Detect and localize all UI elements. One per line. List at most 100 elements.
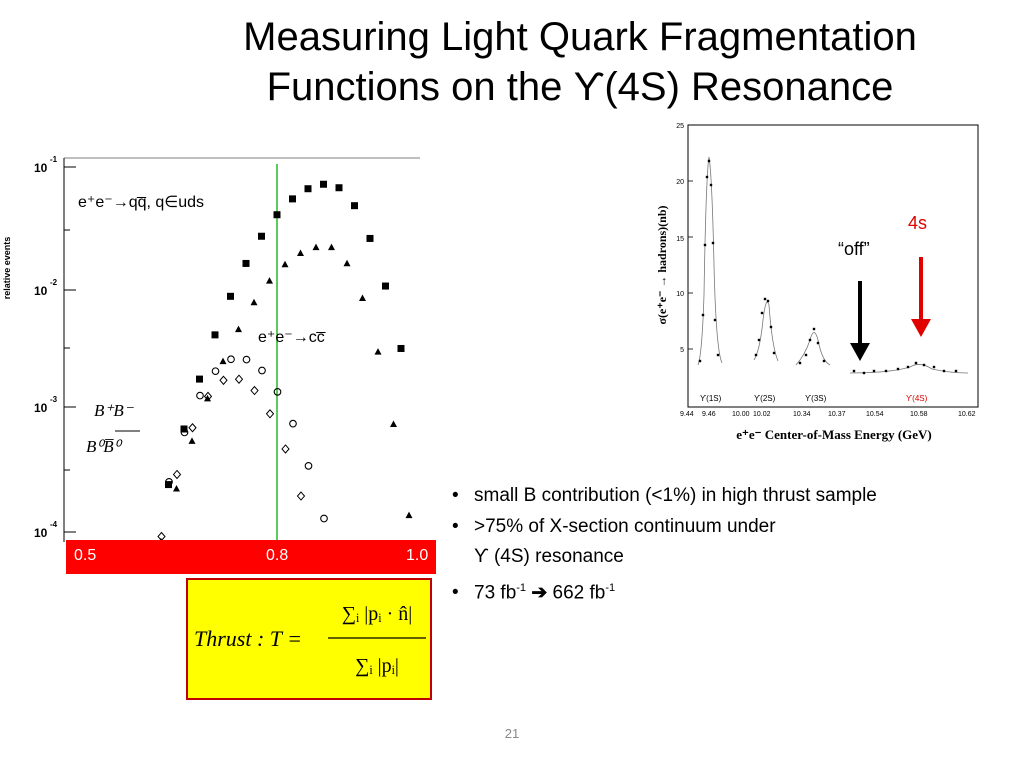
data-point <box>713 318 717 322</box>
data-marker-circle <box>320 514 328 523</box>
slide-title: Measuring Light Quark Fragmentation Func… <box>150 12 1010 112</box>
bullet-item: • small B contribution (<1%) in high thru… <box>452 485 877 506</box>
data-point <box>798 361 802 365</box>
on-resonance-label: 4s <box>908 213 927 233</box>
thrust-formula-box: Thrust : T = ∑ᵢ |pᵢ · n̂| ∑ᵢ |pᵢ| <box>186 578 432 700</box>
label-bplus-bminus: B⁺B⁻ <box>94 401 135 420</box>
data-marker-diamond <box>250 385 259 396</box>
thrust-distribution-plot: 10 -1 10 -2 10 -3 10 -4 relative events … <box>2 155 420 550</box>
data-marker-square <box>335 184 343 192</box>
data-point <box>711 241 715 245</box>
data-marker-diamond <box>281 444 290 454</box>
data-marker-triangle <box>281 260 289 268</box>
data-marker-square <box>273 211 281 219</box>
svg-text:15: 15 <box>676 236 684 243</box>
data-marker-diamond <box>234 374 244 384</box>
svg-text:10: 10 <box>34 284 48 298</box>
data-point <box>812 327 816 331</box>
data-point <box>766 299 770 303</box>
data-point <box>954 369 958 373</box>
data-point <box>716 353 720 357</box>
data-marker-diamond <box>172 469 182 480</box>
data-marker-diamond <box>296 491 306 501</box>
thrust-axis-bar: 0.5 0.8 1.0 <box>66 540 436 574</box>
data-marker-triangle <box>374 348 382 355</box>
data-marker-square <box>304 185 312 193</box>
x-tick-1-0: 1.0 <box>406 547 429 564</box>
data-marker-square <box>366 234 374 242</box>
data-marker-square <box>289 195 296 203</box>
series-bzero-diamonds <box>157 374 306 542</box>
y-tick-2: 10 -2 <box>34 278 58 298</box>
resonance-curve <box>697 156 969 374</box>
data-marker-triangle <box>343 259 351 267</box>
data-marker-triangle <box>312 243 320 251</box>
title-line-2: Functions on the ϒ(4S) Resonance <box>266 65 894 109</box>
svg-text:10.54: 10.54 <box>866 411 884 418</box>
svg-text:ϒ(2S): ϒ(2S) <box>754 394 776 403</box>
page-number: 21 <box>504 726 520 741</box>
data-marker-circle <box>227 355 235 364</box>
data-marker-square <box>382 282 389 290</box>
data-marker-triangle <box>235 325 242 333</box>
data-point <box>769 325 773 329</box>
data-marker-square <box>211 331 219 339</box>
x-tick-0-8: 0.8 <box>266 547 289 564</box>
data-point <box>884 369 888 373</box>
cross-section-plot: σ(e⁺e⁻ → hadrons)(nb) 25 20 15 10 5 ϒ(1S… <box>655 123 979 442</box>
formula-denominator: ∑ᵢ |pᵢ| <box>355 655 399 677</box>
data-marker-square <box>242 259 250 267</box>
x-ticks: 9.44 9.46 10.00 10.02 10.34 10.37 10.54 … <box>680 411 976 418</box>
data-marker-square <box>397 344 405 352</box>
data-marker-triangle <box>173 485 180 492</box>
svg-text:ϒ(3S): ϒ(3S) <box>805 394 827 403</box>
svg-text:10.62: 10.62 <box>958 411 976 418</box>
data-marker-diamond <box>219 375 228 386</box>
svg-text:10: 10 <box>34 526 48 540</box>
data-point <box>852 369 856 373</box>
y-tick-3: 10 -3 <box>34 395 58 415</box>
data-point <box>760 311 764 315</box>
y-axis-label: σ(e⁺e⁻ → hadrons)(nb) <box>655 206 669 325</box>
svg-text:20: 20 <box>676 179 684 186</box>
svg-text:10.34: 10.34 <box>793 411 811 418</box>
y-tick-marks <box>64 166 76 533</box>
y-tick-4: 10 -4 <box>34 520 58 540</box>
svg-text:9.44: 9.44 <box>680 411 694 418</box>
y-axis-label: relative events <box>2 237 12 300</box>
data-point <box>932 365 936 369</box>
data-point <box>808 338 812 342</box>
svg-text:10.00: 10.00 <box>732 411 750 418</box>
data-point <box>804 353 808 357</box>
svg-text:-1: -1 <box>50 155 58 164</box>
data-marker-triangle <box>204 394 211 402</box>
data-marker-triangle <box>359 294 366 302</box>
svg-text:-2: -2 <box>50 278 58 287</box>
svg-text:ϒ(1S): ϒ(1S) <box>700 394 722 403</box>
data-marker-square <box>320 180 327 188</box>
data-point <box>757 338 761 342</box>
off-resonance-arrow <box>850 281 870 361</box>
svg-text:ϒ(4S): ϒ(4S) <box>906 394 928 403</box>
data-point <box>942 369 946 373</box>
series-charm-triangles <box>157 243 413 545</box>
data-marker-triangle <box>328 243 335 251</box>
data-marker-square <box>351 202 358 210</box>
data-point <box>698 359 702 363</box>
data-point <box>872 369 876 373</box>
data-point <box>914 361 918 365</box>
data-point <box>707 159 711 163</box>
data-marker-triangle <box>390 420 397 427</box>
data-point <box>922 363 926 367</box>
data-marker-triangle <box>405 511 413 519</box>
data-point <box>906 365 910 369</box>
plot-frame <box>687 124 979 408</box>
data-marker-triangle <box>219 357 227 365</box>
bullet-list: • small B contribution (<1%) in high thru… <box>452 481 877 608</box>
svg-text:10.58: 10.58 <box>910 411 928 418</box>
title-line-1: Measuring Light Quark Fragmentation <box>243 15 917 59</box>
data-marker-diamond <box>265 409 275 419</box>
data-marker-square <box>227 292 234 300</box>
svg-text:5: 5 <box>680 347 684 354</box>
svg-text:10: 10 <box>34 401 48 415</box>
